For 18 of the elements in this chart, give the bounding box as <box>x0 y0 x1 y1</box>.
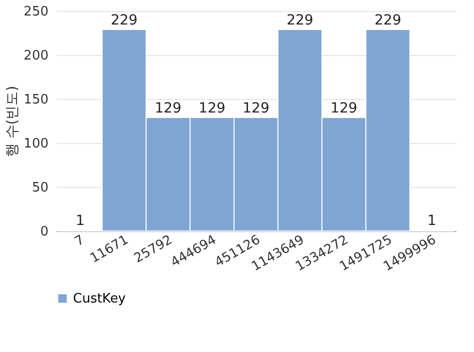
data-label: 1 <box>76 213 85 230</box>
y-tick-label: 100 <box>24 136 48 152</box>
data-label: 129 <box>330 100 358 116</box>
y-axis-title: 행 수(빈도) <box>4 86 21 158</box>
x-tick-label: 7 <box>72 232 88 250</box>
y-tick-label: 0 <box>40 224 48 240</box>
data-label: 129 <box>242 100 270 116</box>
data-label: 229 <box>374 12 402 28</box>
legend-label: CustKey <box>73 292 126 306</box>
data-label: 229 <box>110 12 138 28</box>
data-label: 1 <box>427 213 436 230</box>
data-label: 129 <box>198 100 226 116</box>
y-tick-label: 250 <box>24 4 48 20</box>
y-tick-label: 50 <box>32 180 48 196</box>
y-tick-label: 200 <box>24 48 48 64</box>
y-tick-label: 150 <box>24 92 48 108</box>
data-label: 229 <box>286 12 314 28</box>
data-label: 129 <box>154 100 182 116</box>
